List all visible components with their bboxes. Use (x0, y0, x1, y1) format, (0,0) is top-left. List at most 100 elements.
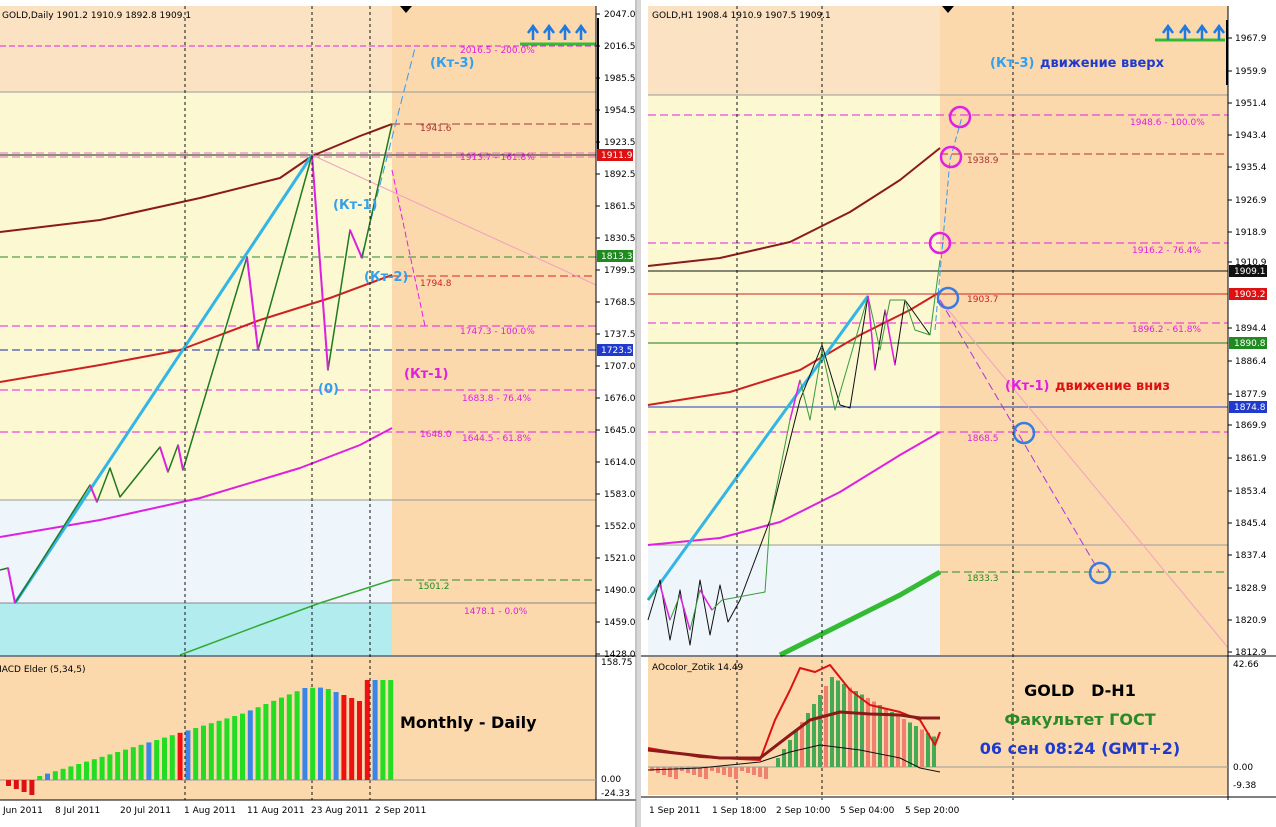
histogram-bar (271, 700, 277, 780)
price-line (7, 567, 16, 604)
histogram-bar (728, 767, 732, 777)
histogram-bar (294, 691, 300, 780)
histogram-bar (758, 767, 762, 777)
annotation: 2016.5 - 200.0% (460, 46, 535, 56)
price-tick-label: 1645.0 (604, 426, 636, 436)
histogram-bar (872, 701, 876, 767)
price-flag-label: 1813.3 (601, 252, 633, 262)
price-tick-label: 1614.0 (604, 458, 636, 468)
price-tick-label: 1918.9 (1235, 228, 1267, 238)
shift-marker (942, 6, 954, 13)
background (648, 545, 940, 655)
histogram-bar (908, 722, 912, 767)
histogram-bar (115, 752, 121, 780)
price-tick-label: 1830.5 (604, 234, 636, 244)
price-axis (596, 6, 636, 820)
date-tick-label: Jun 2011 (2, 806, 43, 816)
histogram-bar (878, 705, 882, 767)
price-tick-label: 1812.9 (1235, 648, 1267, 658)
price-line (0, 427, 393, 538)
annotation: 1913.7 - 161.8% (460, 153, 535, 163)
histogram-bar (107, 754, 113, 780)
price-tick-label: 1894.4 (1235, 324, 1267, 334)
marker-circle (939, 145, 963, 169)
histogram-bar (800, 722, 804, 767)
price-line (311, 154, 329, 371)
histogram-bar (860, 694, 864, 767)
histogram-bar (177, 732, 183, 780)
histogram-bar (746, 767, 750, 773)
annotation: движение вверх (1040, 56, 1165, 71)
indicator-axis-label: 42.66 (1233, 660, 1259, 670)
price-tick-label: 1926.9 (1235, 196, 1267, 206)
price-line (659, 584, 671, 621)
annotation: 1478.1 - 0.0% (464, 607, 528, 617)
histogram-bar (279, 697, 284, 780)
price-line (13, 154, 314, 604)
price-tick-label: 1943.4 (1235, 131, 1267, 141)
arrow-icon (526, 23, 540, 40)
price-flag (1229, 288, 1267, 300)
date-tick-label: 20 Jul 2011 (120, 806, 171, 816)
histogram-bar (920, 729, 924, 767)
histogram-bar (668, 767, 672, 777)
histogram-bar (240, 713, 245, 780)
price-tick-label: 1923.5 (604, 138, 636, 148)
histogram-bar (740, 767, 744, 771)
histogram-bar (896, 715, 900, 767)
histogram-bar (372, 680, 378, 780)
price-line (646, 295, 870, 601)
annotation: 1648.0 (420, 430, 452, 440)
histogram-bar (812, 704, 816, 767)
histogram-bar (890, 712, 894, 767)
histogram-bar (310, 687, 316, 780)
price-line (679, 594, 691, 631)
annotation: 1868.5 (967, 434, 999, 444)
price-tick-label: 1768.5 (604, 298, 636, 308)
histogram-bar (216, 720, 222, 780)
histogram-bar (650, 767, 654, 771)
info-label: GOLD D-H1 (1024, 681, 1136, 700)
histogram-bar (318, 687, 323, 780)
histogram-bar (380, 680, 386, 780)
histogram-bar (333, 692, 339, 780)
histogram-bar (286, 694, 292, 780)
indicator-axis-label: -24.33 (601, 789, 630, 799)
price-tick-label: 1707.0 (604, 362, 636, 372)
arrow-icon (1212, 23, 1226, 40)
price-tick-label: 1951.4 (1235, 99, 1267, 109)
histogram-bar (37, 776, 43, 780)
price-line (179, 579, 393, 656)
histogram-bar (674, 767, 678, 779)
price-tick-label: 1490.0 (604, 586, 636, 596)
histogram-bar (704, 767, 708, 779)
indicator-axis-label: 0.00 (601, 775, 621, 785)
price-flag-label: 1911.9 (601, 151, 633, 161)
price-line (884, 309, 896, 366)
price-tick-label: 1799.5 (604, 266, 636, 276)
price-tick-label: 2016.5 (604, 42, 636, 52)
annotation: 1941.6 (420, 124, 452, 134)
date-tick-label: 23 Aug 2011 (311, 806, 369, 816)
histogram-bar (734, 767, 738, 779)
price-flag (1229, 337, 1267, 349)
price-flag (597, 250, 633, 262)
price-line (647, 291, 941, 406)
histogram-bar (818, 695, 822, 767)
info-label: 06 сен 08:24 (GMT+2) (980, 739, 1180, 758)
price-tick-label: 1853.4 (1235, 487, 1267, 497)
histogram-bar (794, 731, 798, 767)
chart-header: GOLD,H1 1908.4 1910.9 1907.5 1909.1 (652, 11, 831, 21)
indicator-axis-label: -9.38 (1233, 781, 1257, 791)
price-tick-label: 1837.4 (1235, 551, 1267, 561)
price-tick-label: 1886.4 (1235, 357, 1267, 367)
histogram-bar (13, 780, 19, 789)
histogram-bar (99, 756, 105, 780)
histogram-bar (232, 716, 238, 780)
price-tick-label: 1861.9 (1235, 454, 1267, 464)
histogram-bar (201, 725, 206, 780)
histogram-bar (60, 768, 66, 780)
histogram-bar (806, 713, 810, 767)
price-flag (597, 344, 633, 356)
